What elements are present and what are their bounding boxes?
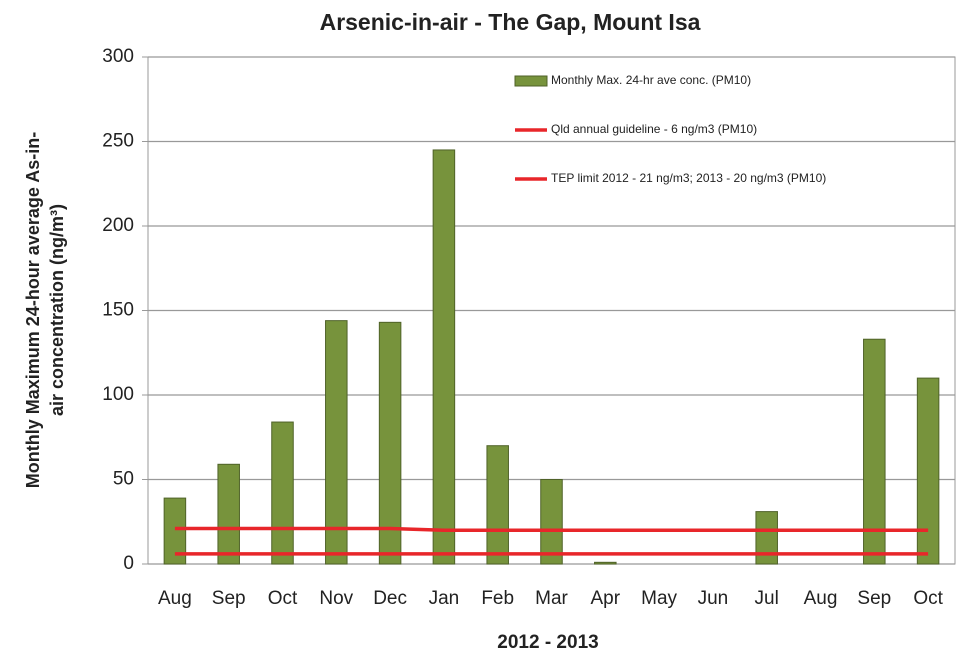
chart: Arsenic-in-air - The Gap, Mount Isa 2012… — [0, 0, 974, 658]
x-tick-label: Jan — [429, 588, 460, 609]
x-tick-label: Aug — [804, 588, 838, 609]
y-axis-title: Monthly Maximum 24-hour average As-in- a… — [23, 132, 67, 488]
y-tick-label: 0 — [123, 553, 134, 574]
legend-swatch — [515, 76, 547, 86]
x-tick-label: Nov — [319, 588, 353, 609]
x-tick-label: May — [641, 588, 677, 609]
y-axis-title-line: air concentration (ng/m³) — [47, 204, 67, 416]
x-tick-label: Mar — [535, 588, 568, 609]
x-tick-label: Oct — [913, 588, 943, 609]
bar — [541, 480, 563, 565]
y-axis-title-line: Monthly Maximum 24-hour average As-in- — [23, 132, 43, 488]
bar — [272, 422, 294, 564]
y-tick-label: 200 — [102, 215, 134, 236]
x-tick-label: Sep — [857, 588, 891, 609]
x-tick-label: Jun — [698, 588, 729, 609]
bar — [756, 512, 778, 564]
bar — [218, 464, 240, 564]
line — [175, 529, 928, 531]
x-tick-label: Jul — [755, 588, 779, 609]
legend-label: Qld annual guideline - 6 ng/m3 (PM10) — [551, 122, 757, 136]
x-tick-label: Aug — [158, 588, 192, 609]
legend-label: Monthly Max. 24-hr ave conc. (PM10) — [551, 73, 751, 87]
x-tick-label: Sep — [212, 588, 246, 609]
x-tick-label: Oct — [268, 588, 298, 609]
y-tick-label: 250 — [102, 131, 134, 152]
legend-label: TEP limit 2012 - 21 ng/m3; 2013 - 20 ng/… — [551, 171, 826, 185]
bar — [433, 150, 455, 564]
bar — [487, 446, 509, 564]
chart-title: Arsenic-in-air - The Gap, Mount Isa — [320, 9, 701, 35]
x-tick-label: Dec — [373, 588, 407, 609]
y-tick-label: 150 — [102, 300, 134, 321]
y-tick-label: 300 — [102, 46, 134, 67]
bar — [595, 562, 617, 564]
y-tick-label: 100 — [102, 384, 134, 405]
x-tick-label: Feb — [481, 588, 514, 609]
x-axis-title: 2012 - 2013 — [497, 632, 598, 653]
bar — [917, 378, 939, 564]
y-tick-label: 50 — [113, 469, 134, 490]
x-tick-label: Apr — [591, 588, 621, 609]
